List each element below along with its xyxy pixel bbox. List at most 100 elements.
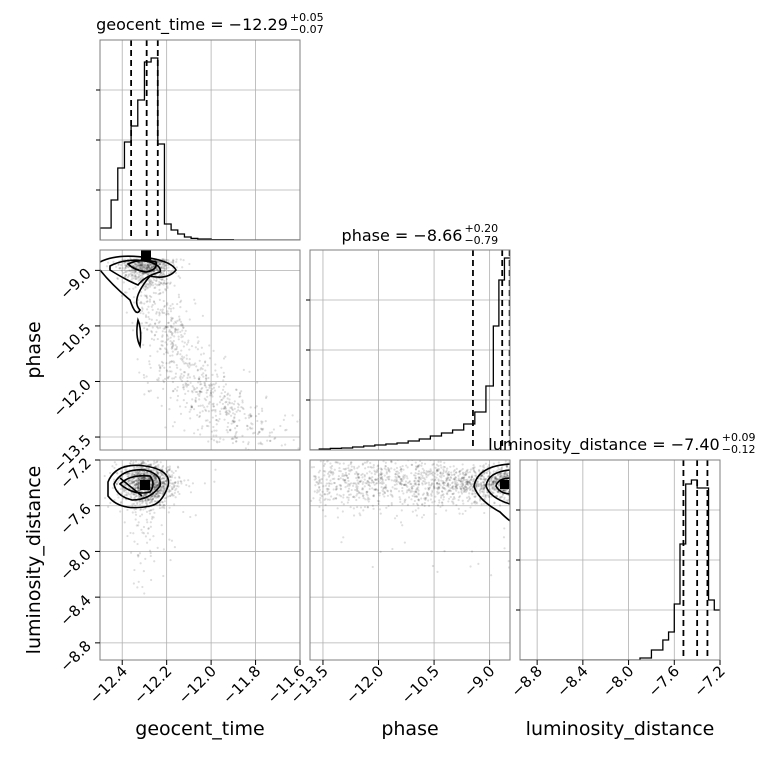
- scatter-point: [147, 265, 151, 268]
- scatter-point: [154, 477, 158, 480]
- scatter-point: [224, 383, 228, 386]
- scatter-point: [377, 467, 380, 470]
- scatter-point: [138, 477, 141, 480]
- scatter-point: [132, 502, 136, 505]
- scatter-point: [133, 467, 136, 470]
- scatter-point: [377, 480, 380, 483]
- scatter-point: [147, 497, 150, 500]
- scatter-point: [165, 325, 168, 328]
- scatter-point: [161, 472, 164, 475]
- scatter-point: [503, 496, 506, 499]
- scatter-point: [465, 470, 468, 473]
- scatter-point: [384, 465, 387, 468]
- scatter-point: [491, 487, 494, 490]
- scatter-point: [394, 472, 397, 476]
- scatter-point: [143, 490, 146, 493]
- scatter-point: [136, 265, 139, 268]
- scatter-point: [137, 279, 140, 282]
- scatter-point: [426, 494, 429, 497]
- scatter-point: [355, 483, 358, 487]
- scatter-point: [423, 457, 425, 459]
- scatter-point: [196, 413, 199, 417]
- scatter-point: [422, 479, 425, 483]
- scatter-point: [378, 482, 381, 485]
- scatter-point: [154, 494, 157, 498]
- scatter-point: [161, 311, 164, 315]
- scatter-point: [144, 423, 146, 425]
- scatter-point: [197, 404, 200, 408]
- scatter-point: [234, 432, 237, 435]
- scatter-point: [462, 476, 465, 479]
- scatter-point: [139, 267, 142, 270]
- scatter-point: [510, 477, 512, 479]
- scatter-point: [154, 477, 157, 480]
- scatter-point: [345, 474, 348, 478]
- scatter-point: [126, 265, 130, 268]
- scatter-point: [136, 481, 140, 484]
- scatter-point: [171, 334, 174, 337]
- scatter-point: [146, 264, 149, 267]
- scatter-point: [234, 427, 237, 430]
- scatter-point: [143, 476, 146, 479]
- scatter-point: [211, 373, 214, 376]
- scatter-point: [466, 468, 469, 471]
- scatter-point: [436, 504, 440, 507]
- scatter-point: [339, 495, 343, 498]
- scatter-point: [320, 478, 323, 481]
- scatter-point: [159, 261, 163, 264]
- scatter-point: [179, 301, 182, 304]
- scatter-point: [498, 504, 502, 507]
- scatter-point: [168, 488, 171, 492]
- scatter-point: [135, 482, 138, 486]
- scatter-point: [158, 489, 161, 492]
- scatter-point: [149, 263, 153, 266]
- scatter-point: [205, 379, 208, 382]
- scatter-point: [200, 390, 203, 394]
- scatter-point: [176, 352, 179, 355]
- scatter-point: [395, 476, 398, 480]
- scatter-point: [160, 471, 163, 475]
- scatter-point: [506, 472, 509, 476]
- scatter-point: [118, 478, 121, 482]
- scatter-point: [472, 478, 475, 481]
- scatter-point: [461, 483, 465, 486]
- scatter-point: [447, 473, 451, 476]
- scatter-point: [338, 483, 341, 487]
- scatter-point: [431, 482, 434, 485]
- scatter-point: [285, 428, 288, 431]
- scatter-point: [134, 496, 137, 499]
- scatter-point: [354, 482, 357, 485]
- scatter-point: [378, 494, 381, 497]
- scatter-point: [150, 469, 153, 472]
- scatter-point: [156, 493, 159, 496]
- scatter-point: [507, 474, 510, 477]
- scatter-point: [317, 476, 320, 479]
- scatter-point: [395, 478, 399, 482]
- scatter-point: [140, 476, 144, 480]
- scatter-point: [196, 369, 199, 372]
- scatter-point: [438, 475, 442, 478]
- scatter-point: [324, 470, 327, 473]
- scatter-point: [137, 554, 140, 557]
- scatter-point: [135, 479, 138, 482]
- scatter-point: [374, 470, 377, 474]
- scatter-point: [405, 456, 407, 458]
- density-peak: [500, 480, 509, 489]
- scatter-point: [159, 442, 161, 444]
- scatter-point: [344, 468, 347, 471]
- scatter-point: [172, 261, 175, 264]
- scatter-point: [167, 313, 170, 316]
- scatter-point: [458, 479, 461, 482]
- scatter-point: [480, 481, 483, 485]
- scatter-point: [150, 330, 153, 333]
- scatter-point: [331, 473, 334, 476]
- scatter-point: [164, 483, 167, 486]
- scatter-point: [198, 394, 201, 398]
- y-tick-label-luminosity_distance: −8.8: [56, 637, 94, 675]
- scatter-point: [462, 502, 465, 505]
- scatter-point: [447, 485, 450, 488]
- scatter-point: [436, 490, 439, 493]
- scatter-point: [174, 271, 178, 275]
- scatter-point: [218, 401, 222, 404]
- scatter-point: [145, 282, 148, 285]
